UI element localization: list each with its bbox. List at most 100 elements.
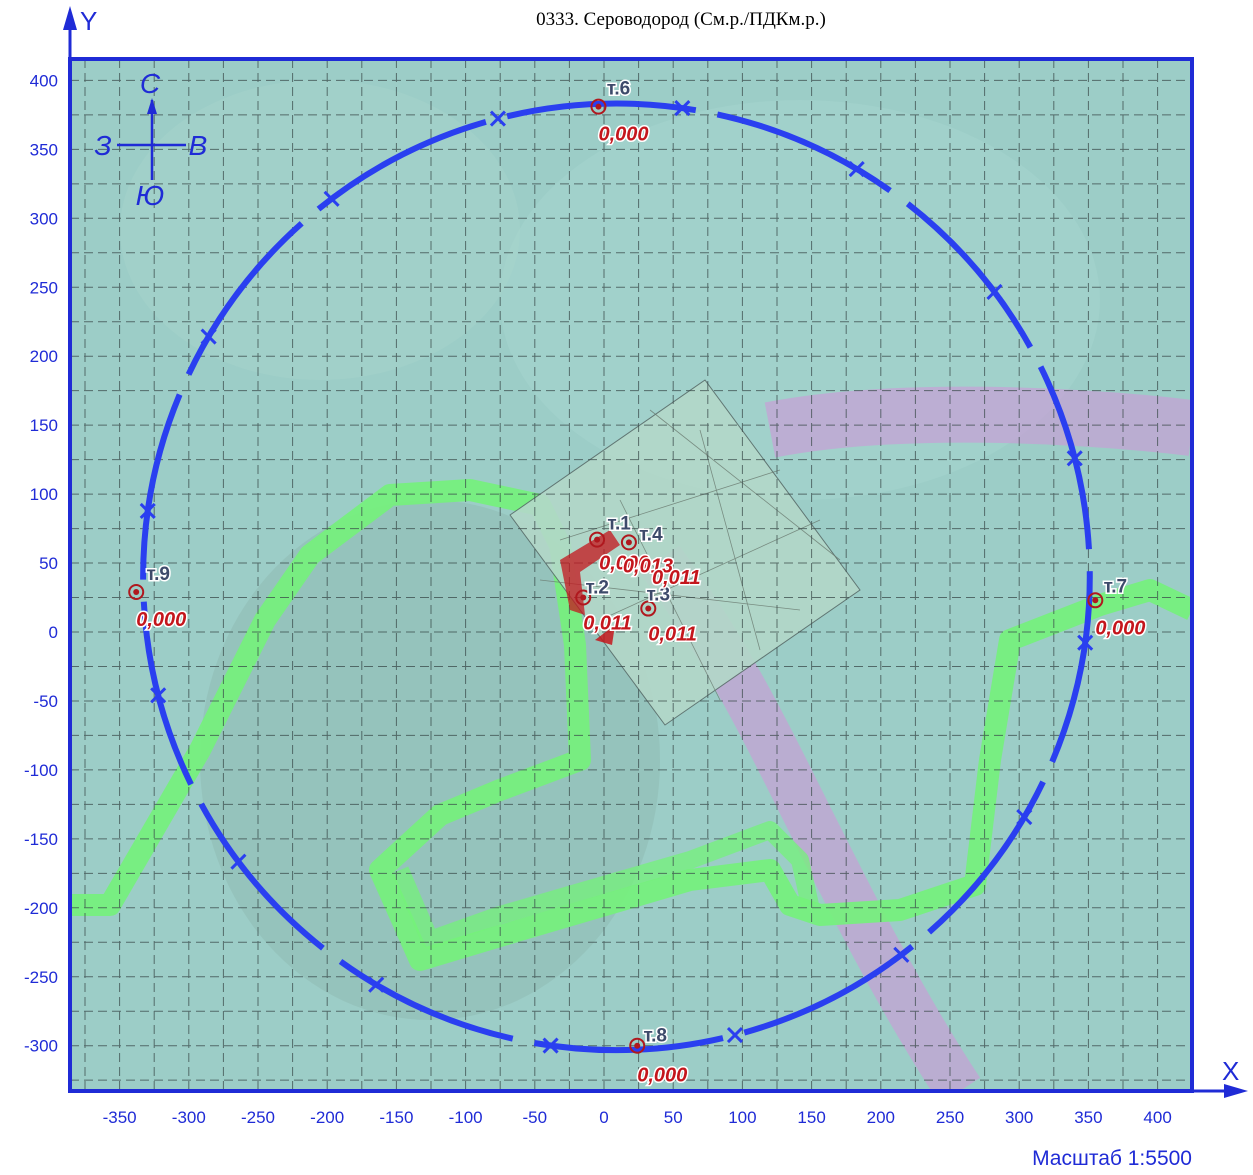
boundary-cross [542, 1037, 559, 1054]
calc-point-label: т.8 [643, 1026, 666, 1047]
calc-point-dot [634, 1042, 641, 1049]
y-tick-label: 200 [30, 347, 58, 366]
boundary-cross [1077, 634, 1094, 651]
calc-point-value: 0,011 [583, 613, 632, 635]
compass-north: С [140, 68, 161, 99]
y-axis-arrow [63, 6, 77, 30]
x-tick-label: -250 [241, 1108, 275, 1127]
boundary-cross [848, 160, 865, 178]
calc-point-dot [133, 589, 140, 596]
x-tick-label: 200 [867, 1108, 895, 1127]
sanitary-zone-boundary [140, 100, 1093, 1054]
calc-point-label: т.7 [1104, 576, 1127, 597]
x-tick-label: 300 [1005, 1108, 1033, 1127]
calc-point-value: 0,013 [623, 555, 673, 577]
y-tick-label: -100 [24, 761, 58, 780]
y-tick-label: 150 [30, 416, 58, 435]
site-plan [509, 379, 861, 726]
calc-point-ring [620, 534, 637, 551]
calc-point-ring [575, 589, 592, 606]
y-tick-label: -200 [24, 899, 58, 918]
calc-point-dot [594, 536, 601, 543]
boundary-cross [1066, 450, 1083, 467]
compass-south: Ю [136, 180, 165, 211]
calc-point-label: т.4 [639, 524, 663, 545]
y-tick-label: 300 [30, 209, 58, 228]
boundary-cross [230, 853, 247, 870]
terrain-shade [200, 500, 660, 1020]
calc-point: т.7 0,000 [1087, 575, 1147, 641]
x-tick-label: 100 [728, 1108, 756, 1127]
calc-point-dot [580, 594, 587, 601]
x-tick-label: -100 [449, 1108, 483, 1127]
calc-point: т.4 0,013 [620, 523, 674, 579]
x-tick-label: -200 [310, 1108, 344, 1127]
compass-rose: С Ю З В [94, 68, 207, 211]
x-tick-label: -150 [379, 1108, 413, 1127]
calc-point: т.2 0,011 [575, 576, 633, 636]
calc-point-label: т.3 [647, 585, 670, 606]
calc-point-ring [589, 531, 606, 548]
boundary-cross [150, 687, 167, 704]
x-tick-label: -350 [103, 1108, 137, 1127]
road [391, 821, 819, 949]
boundary-cross [986, 283, 1003, 301]
calc-point-value: 0,000 [637, 1065, 687, 1087]
x-axis-arrow [1224, 1084, 1248, 1098]
calc-point-ring [629, 1037, 646, 1054]
calc-point-value: 0,011 [648, 624, 697, 646]
boundary-cross [139, 502, 156, 520]
boundary-cross [674, 100, 691, 117]
x-axis-label: X [1222, 1056, 1239, 1086]
scale-label: Масштаб 1:5500 [1032, 1147, 1192, 1170]
y-tick-label: 250 [30, 278, 58, 297]
boundary-cross [489, 110, 507, 127]
y-tick-label: 100 [30, 485, 58, 504]
x-tick-label: 150 [797, 1108, 825, 1127]
boundary-markers [139, 100, 1094, 1054]
site-plan-lines [539, 409, 841, 701]
x-tick-label: -300 [172, 1108, 206, 1127]
x-tick-label: 0 [599, 1108, 608, 1127]
compass-east: В [189, 130, 208, 161]
emission-source [595, 625, 615, 645]
x-tick-label: 50 [664, 1108, 683, 1127]
calc-point-value: 0,000 [599, 553, 649, 575]
calc-point-label: т.9 [146, 564, 169, 585]
y-tick-label: 0 [49, 623, 58, 642]
boundary-cross [323, 190, 340, 207]
boundary-cross [1016, 809, 1033, 826]
calc-point-value: 0,000 [1095, 617, 1145, 639]
y-axis-label: Y [80, 6, 97, 36]
y-tick-label: 50 [39, 554, 58, 573]
calc-point: т.3 0,011 [640, 583, 698, 647]
y-tick-label: -250 [24, 968, 58, 987]
map-title: 0333. Сероводород (См.р./ПДКм.р.) [536, 9, 826, 30]
calc-point-value: 0,000 [598, 124, 648, 146]
calc-point-value: 0,000 [136, 609, 186, 631]
calc-point-dot [1092, 597, 1099, 604]
calc-point-label: т.1 [607, 514, 631, 535]
y-tick-labels: 400 350 300 250 200 150 100 50 0 -50 -100 -150 -200 -… [24, 71, 58, 1055]
calc-point-ring [640, 600, 657, 617]
boundary-cross [893, 946, 910, 963]
x-tick-label: 350 [1074, 1108, 1102, 1127]
compass-north-arrow-icon [147, 98, 157, 114]
x-tick-labels: -350 -300 -250 -200 -150 -100 -50 0 50 100 150 200 2… [103, 1108, 1172, 1127]
boundary-cross [200, 328, 217, 345]
calc-point-label: т.2 [585, 578, 608, 599]
x-tick-label: 250 [936, 1108, 964, 1127]
extra-value-label: 0,011 [652, 567, 701, 589]
calc-point-dot [625, 539, 632, 546]
terrain-shade [120, 80, 520, 380]
compass-west: З [94, 130, 111, 161]
calc-point-dot [645, 605, 652, 612]
calc-point-ring [128, 584, 145, 601]
y-tick-label: -150 [24, 830, 58, 849]
y-tick-label: -300 [24, 1037, 58, 1056]
plot-area [70, 59, 1192, 1091]
x-tick-label: 400 [1143, 1108, 1171, 1127]
calc-point-ring [1087, 592, 1104, 609]
calc-point: т.6 0,000 [590, 77, 650, 147]
